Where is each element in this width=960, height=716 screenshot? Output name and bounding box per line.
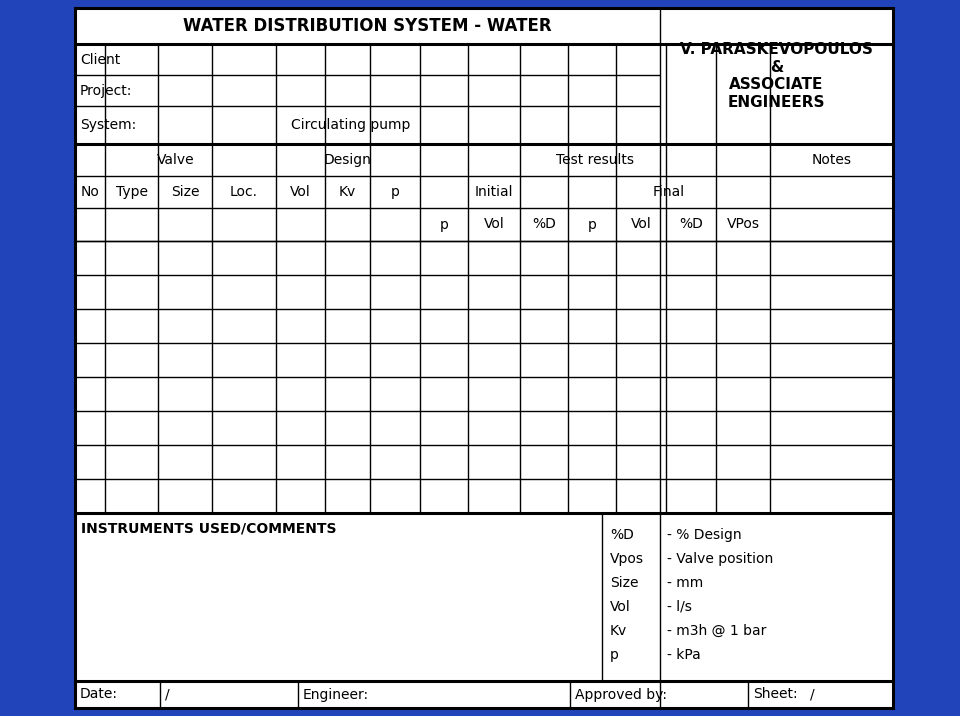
Text: %D: %D xyxy=(532,218,556,231)
Text: - Valve position: - Valve position xyxy=(667,552,773,566)
Text: VPos: VPos xyxy=(727,218,759,231)
Text: /: / xyxy=(810,687,815,702)
Text: /: / xyxy=(165,687,170,702)
Text: Circulating pump: Circulating pump xyxy=(292,118,411,132)
Text: Vol: Vol xyxy=(484,218,504,231)
Text: Initial: Initial xyxy=(475,185,514,199)
Text: Type: Type xyxy=(115,185,148,199)
Text: Notes: Notes xyxy=(811,153,852,167)
Text: V. PARASKEVOPOULOS
&
ASSOCIATE
ENGINEERS: V. PARASKEVOPOULOS & ASSOCIATE ENGINEERS xyxy=(680,42,873,110)
Text: Project:: Project: xyxy=(80,84,132,97)
Text: No: No xyxy=(81,185,100,199)
Text: Sheet:: Sheet: xyxy=(753,687,798,702)
Text: p: p xyxy=(391,185,399,199)
Text: Size: Size xyxy=(171,185,200,199)
Text: %D: %D xyxy=(679,218,703,231)
Text: WATER DISTRIBUTION SYSTEM - WATER: WATER DISTRIBUTION SYSTEM - WATER xyxy=(183,17,552,35)
Text: - % Design: - % Design xyxy=(667,528,742,542)
Text: - l/s: - l/s xyxy=(667,600,692,614)
Text: Vol: Vol xyxy=(610,600,631,614)
Text: Vpos: Vpos xyxy=(610,552,644,566)
Text: Approved by:: Approved by: xyxy=(575,687,667,702)
Text: Test results: Test results xyxy=(556,153,634,167)
Text: Loc.: Loc. xyxy=(230,185,258,199)
Text: %D: %D xyxy=(610,528,634,542)
Text: p: p xyxy=(610,648,619,662)
Text: - kPa: - kPa xyxy=(667,648,701,662)
Text: - m3h @ 1 bar: - m3h @ 1 bar xyxy=(667,624,766,638)
Bar xyxy=(75,8,893,708)
Text: Vol: Vol xyxy=(290,185,311,199)
Text: Valve: Valve xyxy=(156,153,194,167)
Text: - mm: - mm xyxy=(667,576,704,590)
Text: p: p xyxy=(588,218,596,231)
Text: INSTRUMENTS USED/COMMENTS: INSTRUMENTS USED/COMMENTS xyxy=(81,522,337,536)
Text: Client: Client xyxy=(80,52,120,67)
Text: System:: System: xyxy=(80,118,136,132)
Text: Design: Design xyxy=(324,153,372,167)
Text: Engineer:: Engineer: xyxy=(303,687,370,702)
Text: Date:: Date: xyxy=(80,687,118,702)
Bar xyxy=(75,8,893,708)
Text: Kv: Kv xyxy=(610,624,627,638)
Text: p: p xyxy=(440,218,448,231)
Text: Vol: Vol xyxy=(631,218,652,231)
Text: Size: Size xyxy=(610,576,638,590)
Text: Kv: Kv xyxy=(339,185,356,199)
Text: Final: Final xyxy=(653,185,685,199)
